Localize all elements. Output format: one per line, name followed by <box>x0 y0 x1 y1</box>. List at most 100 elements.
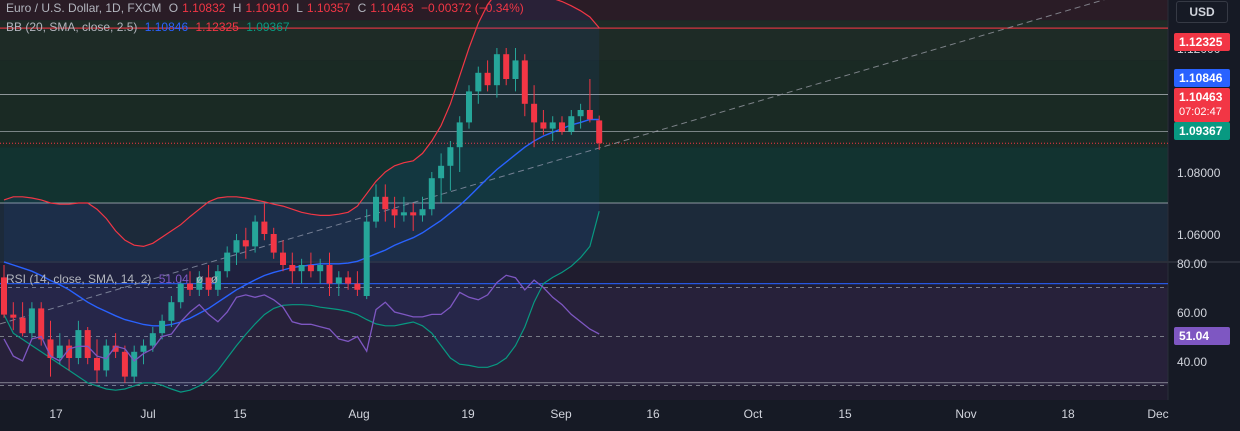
high-value: 1.10910 <box>245 1 289 15</box>
candle-body <box>503 54 510 79</box>
candle-body <box>568 116 575 132</box>
candle-body <box>493 54 500 86</box>
bar-countdown: 07:02:47 <box>1179 106 1222 118</box>
last-price-value: 1.10463 <box>1179 90 1223 104</box>
price-tick: 1.08000 <box>1177 166 1221 180</box>
bb-upper-value: 1.12325 <box>195 20 239 34</box>
candle-body <box>363 221 370 296</box>
candle-body <box>586 110 593 120</box>
candle-body <box>112 345 119 352</box>
time-label: 15 <box>838 407 852 421</box>
bb-upper-line <box>3 0 600 248</box>
low-label: L <box>296 1 303 15</box>
currency-button[interactable]: USD <box>1176 1 1228 23</box>
candle-body <box>354 283 361 290</box>
candle-body <box>438 165 445 179</box>
candle-body <box>419 209 426 216</box>
time-label: 17 <box>49 407 63 421</box>
candle-body <box>335 277 342 284</box>
zone-resistance <box>0 20 1168 61</box>
close-label: C <box>357 1 367 15</box>
candle-body <box>131 351 138 377</box>
candle-body <box>10 314 17 318</box>
low-value: 1.10357 <box>306 1 351 15</box>
bb-lower-line <box>3 211 600 393</box>
bb-fill <box>4 0 600 393</box>
candle-body <box>521 60 528 104</box>
candle-body <box>428 178 435 210</box>
candle-body <box>512 60 519 79</box>
time-label: 16 <box>646 407 660 421</box>
time-label: Dec <box>1147 407 1169 421</box>
candle-body <box>559 122 565 132</box>
candle-body <box>298 265 305 272</box>
candle-body <box>484 72 491 86</box>
candle-body <box>307 265 314 272</box>
bb-basis-value: 1.10846 <box>144 20 189 34</box>
rsi-extra-2: ø <box>210 272 219 286</box>
upper-band-badge: 1.12325 <box>1174 33 1230 51</box>
candle-body <box>326 265 333 284</box>
time-label: Sep <box>550 407 572 421</box>
candle-body <box>47 339 54 358</box>
candle-body <box>56 345 63 358</box>
candle-body <box>149 333 156 346</box>
time-label: 15 <box>233 407 247 421</box>
last-price-badge: 1.10463 07:02:47 <box>1174 88 1230 122</box>
basis-badge: 1.10846 <box>1174 69 1230 87</box>
zone-mid <box>0 147 1168 203</box>
candle-body <box>261 221 268 234</box>
candle-body <box>280 252 286 265</box>
candle-body <box>224 252 231 272</box>
candle-body <box>373 196 379 222</box>
rsi-tick: 60.00 <box>1177 306 1208 320</box>
candle-body <box>66 345 73 358</box>
candle-body <box>196 277 203 290</box>
candle-body <box>187 283 193 290</box>
rsi-legend-value: 51.04 <box>158 272 189 286</box>
candle-body <box>38 308 45 340</box>
close-value: 1.10463 <box>370 1 414 15</box>
price-tick: 1.06000 <box>1177 228 1221 242</box>
candle-body <box>19 317 26 334</box>
candle-body <box>382 196 389 210</box>
candle-body <box>168 302 175 321</box>
zone-top <box>0 0 1168 21</box>
candle-body <box>140 345 147 352</box>
candle-body <box>242 240 249 247</box>
rsi-label: RSI (14, close, SMA, 14, 2) <box>6 272 152 286</box>
candle-body <box>75 330 82 358</box>
rsi-extra-1: ø <box>196 272 204 286</box>
rsi-badge: 51.04 <box>1174 327 1230 345</box>
candle-body <box>159 320 166 334</box>
bb-legend[interactable]: BB (20, SMA, close, 2.5) 1.10846 1.12325… <box>6 20 294 34</box>
candle-body <box>94 358 100 371</box>
time-label: 19 <box>461 407 475 421</box>
candle-body <box>540 122 547 129</box>
candle-body <box>121 351 128 377</box>
rsi-tick: 80.00 <box>1177 257 1208 271</box>
rsi-legend[interactable]: RSI (14, close, SMA, 14, 2) 51.04 ø ø <box>6 272 222 286</box>
bb-lower-value: 1.09367 <box>246 20 290 34</box>
rsi-line <box>3 274 600 362</box>
open-value: 1.10832 <box>182 1 226 15</box>
candle-body <box>1 277 7 315</box>
zone-upper <box>0 60 1168 148</box>
open-label: O <box>168 1 179 15</box>
candle-body <box>466 91 472 123</box>
candle-body <box>391 209 398 216</box>
change-value: −0.00372 (−0.34%) <box>421 1 524 15</box>
trend-line <box>0 0 1105 325</box>
time-label: Nov <box>955 407 977 421</box>
candle-body <box>317 265 324 272</box>
candle-body <box>400 212 407 216</box>
candle-body <box>177 283 184 303</box>
high-label: H <box>232 1 242 15</box>
candle-body <box>531 103 538 123</box>
candle-body <box>549 122 556 129</box>
symbol-title: Euro / U.S. Dollar, 1D, FXCM <box>6 1 162 15</box>
candle-body <box>84 330 91 358</box>
